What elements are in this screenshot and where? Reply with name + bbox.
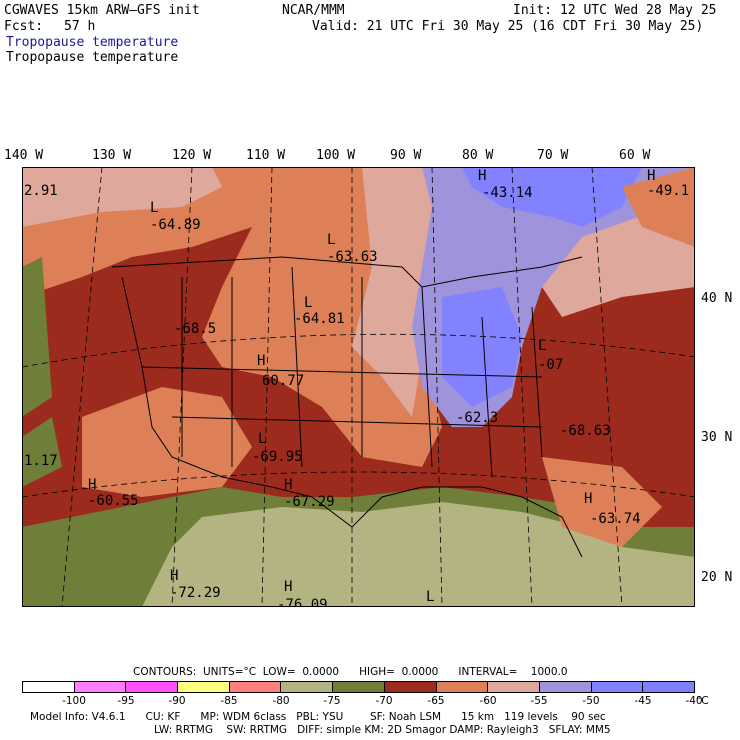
color-bar (22, 681, 695, 693)
tropopause-value: -62.3 (456, 410, 498, 426)
colorbar-label: -100 (62, 695, 86, 707)
color-swatch (281, 682, 334, 692)
tropopause-temperature-map: L -64.89 L -63.63 L -64.81 -68.5 H 60.77… (22, 167, 695, 607)
boundaries (111, 256, 583, 558)
pressure-center-type: L (327, 232, 335, 248)
tropopause-value: -60.55 (88, 493, 139, 509)
org-label: NCAR/MMM (282, 3, 345, 18)
colorbar-label: -95 (117, 695, 135, 707)
pressure-center-type: L (538, 338, 546, 354)
color-region (22, 417, 62, 487)
forecast-label: Fcst: (4, 19, 44, 34)
model-info-line1: Model Info: V4.6.1 CU: KF MP: WDM 6class… (30, 711, 606, 723)
tropopause-value: -07 (538, 357, 563, 373)
lon-label: 100 W (316, 148, 356, 163)
colorbar-label: -55 (530, 695, 548, 707)
tropopause-value: -72.29 (170, 585, 221, 601)
color-region (622, 167, 695, 247)
colorbar-unit: °C (696, 695, 709, 707)
color-swatch (333, 682, 385, 692)
color-region (22, 167, 222, 227)
colorbar-label: -70 (375, 695, 393, 707)
pressure-center-type: H (478, 168, 486, 184)
lon-label: 140 W (4, 148, 44, 163)
tropopause-value: -63.74 (590, 511, 641, 527)
colorbar-label: -65 (427, 695, 445, 707)
tropopause-value: -49.1 (647, 183, 689, 199)
lon-label: 110 W (246, 148, 286, 163)
color-swatch (384, 682, 437, 692)
color-region (442, 287, 522, 407)
colorbar-label: -90 (168, 695, 186, 707)
pressure-center-type: L (258, 431, 266, 447)
tropopause-value: -64.89 (150, 217, 201, 233)
lon-label: 130 W (92, 148, 132, 163)
color-swatch (229, 682, 282, 692)
model-title: CGWAVES 15km ARW–GFS init (4, 3, 200, 18)
pressure-center-type: H (257, 353, 265, 369)
lon-label: 80 W (462, 148, 494, 163)
tropopause-value: 60.77 (262, 373, 304, 389)
color-region (82, 387, 252, 497)
pressure-center-type: L (304, 295, 312, 311)
lat-label: 40 N (701, 291, 733, 306)
tropopause-value: 1.17 (24, 453, 58, 469)
colorbar-label: -75 (323, 695, 341, 707)
colorbar-label: -40 (685, 695, 703, 707)
color-region (142, 502, 695, 607)
pressure-center-type: H (170, 568, 178, 584)
colorbar-label: -60 (479, 695, 497, 707)
pressure-center-type: H (584, 491, 592, 507)
model-info-line2: LW: RRTMG SW: RRTMG DIFF: simple KM: 2D … (154, 724, 611, 736)
pressure-center-type: L (150, 200, 158, 216)
valid-time: Valid: 21 UTC Fri 30 May 25 (16 CDT Fri … (312, 19, 704, 34)
color-swatch (643, 682, 694, 692)
colorbar-label: -80 (272, 695, 290, 707)
pressure-center-type: H (284, 477, 292, 493)
tropopause-value: -68.5 (174, 321, 216, 337)
lon-label: 120 W (172, 148, 212, 163)
tropopause-value: -67.29 (284, 494, 335, 510)
init-time: Init: 12 UTC Wed 28 May 25 (513, 3, 717, 18)
color-swatch (436, 682, 489, 692)
pressure-center-type: H (284, 579, 292, 595)
color-region (22, 257, 52, 417)
contours-info: CONTOURS: UNITS=°C LOW= 0.0000 HIGH= 0.0… (133, 666, 568, 678)
lon-label: 90 W (390, 148, 422, 163)
colorbar-label: -45 (634, 695, 652, 707)
colorbar-label: -85 (220, 695, 238, 707)
tropopause-value: -63.63 (327, 249, 378, 265)
tropopause-value: -43.14 (482, 185, 533, 201)
color-swatch (591, 682, 644, 692)
tropopause-value: -69.95 (252, 449, 303, 465)
forecast-hour: 57 h (64, 19, 96, 34)
lon-label: 60 W (619, 148, 651, 163)
map-frame (22, 167, 695, 607)
pressure-center-type: L (426, 589, 434, 605)
color-swatch (126, 682, 179, 692)
tropopause-value: -68.63 (560, 423, 611, 439)
tropopause-value: -64.81 (294, 311, 345, 327)
tropopause-value: 2.91 (24, 183, 58, 199)
pressure-center-type: H (88, 477, 96, 493)
color-region (462, 167, 642, 227)
lat-label: 30 N (701, 430, 733, 445)
tropopause-value: -76.09 (277, 597, 328, 607)
color-region (542, 457, 662, 547)
pressure-center-type: H (647, 168, 655, 184)
color-swatch (539, 682, 592, 692)
field-title-blue: Tropopause temperature (6, 35, 179, 50)
lat-label: 20 N (701, 570, 733, 585)
color-swatch (178, 682, 230, 692)
color-swatch (74, 682, 127, 692)
field-title: Tropopause temperature (6, 50, 179, 65)
color-swatch (488, 682, 540, 692)
colorbar-label: -50 (582, 695, 600, 707)
lon-label: 70 W (537, 148, 569, 163)
color-swatch (23, 682, 75, 692)
